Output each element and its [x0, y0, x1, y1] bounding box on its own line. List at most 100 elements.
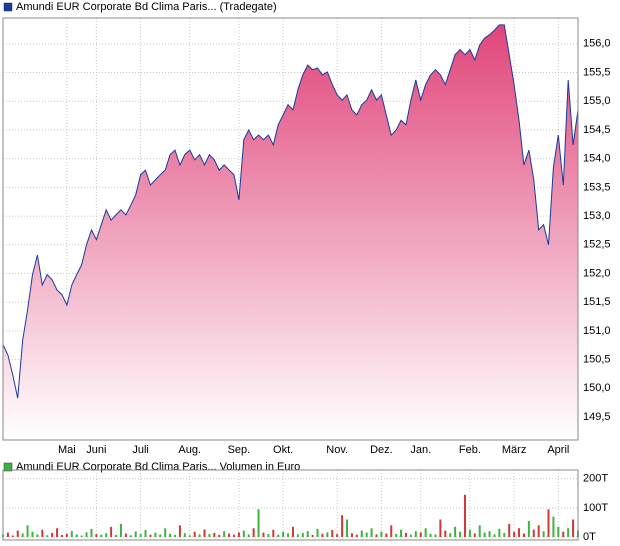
volume-bar [473, 533, 476, 537]
volume-bar [144, 530, 147, 537]
volume-bar [134, 531, 137, 537]
volume-bar [572, 519, 575, 537]
legend-label: Amundi EUR Corporate Bd Clima Paris... V… [16, 461, 300, 473]
volume-bar [404, 532, 407, 537]
volume-bar [562, 531, 565, 537]
volume-bar [390, 525, 393, 537]
volume-bar [198, 534, 201, 537]
volume-bar [493, 534, 496, 537]
volume-bar [70, 531, 73, 537]
volume-bar [287, 533, 290, 537]
price-line [2, 24, 579, 399]
volume-bar [65, 533, 68, 537]
volume-bar [242, 530, 245, 537]
y-tick-label: 150,0 [583, 382, 611, 394]
volume-bar [267, 534, 270, 537]
volume-bar [11, 535, 14, 537]
volume-bar [306, 531, 309, 537]
volume-bar [115, 534, 118, 537]
volume-bar [188, 535, 191, 537]
volume-bar [124, 533, 127, 537]
volume-bar [80, 535, 83, 537]
volume-bar [119, 523, 122, 537]
volume-bar [326, 532, 329, 537]
volume-bar [547, 509, 550, 537]
volume-bar [56, 528, 59, 537]
volume-bar [336, 534, 339, 537]
y-tick-label: 155,5 [583, 66, 611, 78]
volume-bar [498, 528, 501, 537]
volume-bar [429, 533, 432, 537]
volume-bar [316, 528, 319, 537]
volume-bar [16, 530, 19, 537]
volume-bar [232, 534, 235, 537]
volume-bar [51, 532, 54, 537]
volume-bar [159, 534, 162, 537]
volume-bar [282, 531, 285, 537]
volume-bar [444, 530, 447, 537]
volume-bar [454, 526, 457, 537]
volume-bar [424, 528, 427, 537]
y-tick-label: 153,5 [583, 181, 611, 193]
x-tick-label: Mai [58, 444, 76, 456]
volume-bar [41, 529, 44, 537]
volume-bar [478, 525, 481, 537]
y-tick-label: 152,0 [583, 267, 611, 279]
volume-bar [169, 533, 172, 537]
volume-bar [380, 531, 383, 537]
volume-bar [149, 534, 152, 537]
volume-bar [409, 534, 412, 537]
volume-bar [75, 534, 78, 537]
x-tick-label: Okt. [273, 444, 293, 456]
x-tick-label: Nov. [326, 444, 348, 456]
volume-bar [296, 534, 299, 537]
volume-bar [218, 534, 221, 537]
volume-bar [355, 534, 358, 537]
volume-bar [311, 534, 314, 537]
plot-frame [2, 469, 579, 541]
volume-bar [262, 532, 265, 537]
volume-bar [542, 531, 545, 537]
y-tick-label: 151,5 [583, 296, 611, 308]
volume-bar [183, 533, 186, 537]
volume-bar [291, 526, 294, 537]
volume-bar [419, 532, 422, 537]
y-tick-label: 153,0 [583, 210, 611, 222]
volume-bar [488, 531, 491, 537]
volume-bar [139, 534, 142, 537]
x-tick-label: April [547, 444, 569, 456]
volume-bar [463, 494, 466, 537]
x-tick-label: Jan. [410, 444, 431, 456]
volume-bar [400, 529, 403, 537]
volume-bar [301, 532, 304, 537]
volume-bar [552, 516, 555, 537]
volume-bar [174, 534, 177, 537]
x-tick-label: Dez. [370, 444, 393, 456]
volume-bar [213, 532, 216, 537]
volume-bar [513, 531, 516, 537]
volume-bar [223, 531, 226, 537]
y-tick-label: 151,0 [583, 325, 611, 337]
volume-bar [228, 533, 231, 537]
volume-bar [6, 532, 9, 537]
volume-bar [449, 533, 452, 537]
x-tick-label: Sep. [228, 444, 251, 456]
volume-bar [537, 525, 540, 537]
y-tick-label: 154,5 [583, 124, 611, 136]
volume-bar [100, 534, 103, 537]
volume-bar [370, 528, 373, 537]
volume-bar [110, 526, 113, 537]
y-tick-label: 150,5 [583, 354, 611, 366]
volume-bar [567, 528, 570, 537]
volume-bar [527, 520, 530, 537]
x-tick-label: Aug. [178, 444, 201, 456]
price-area [3, 24, 578, 441]
volume-bar [331, 530, 334, 537]
x-tick-label: Juni [86, 444, 106, 456]
y-tick-label: 152,5 [583, 239, 611, 251]
volume-bar [434, 534, 437, 537]
volume-bar [350, 533, 353, 537]
volume-bar [557, 526, 560, 537]
volume-bar [508, 523, 511, 537]
